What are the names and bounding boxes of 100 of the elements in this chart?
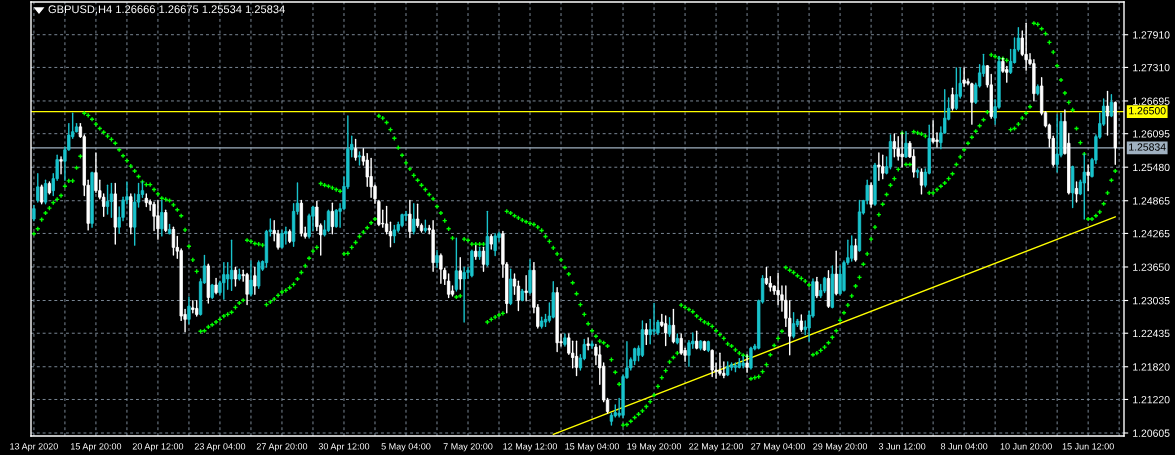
candlestick	[404, 210, 408, 222]
y-tick-label: 1.26095	[1133, 130, 1170, 138]
x-tick-label: 19 May 20:00	[627, 443, 682, 452]
y-tick-label: 1.22435	[1133, 329, 1170, 338]
candlestick	[1105, 90, 1110, 136]
x-tick-label: 20 Apr 12:00	[132, 443, 184, 452]
candlestick	[40, 184, 44, 205]
ref-line-label: 1.26500	[1129, 107, 1166, 115]
x-tick-label: 15 Jun 12:00	[1062, 443, 1114, 450]
candlestick	[791, 312, 796, 339]
candlestick	[446, 273, 451, 299]
candlestick	[904, 131, 908, 159]
candlestick	[229, 239, 234, 292]
y-tick-label: 1.27910	[1133, 31, 1170, 39]
candlestick	[931, 120, 935, 144]
candlestick	[574, 340, 579, 377]
candlestick	[919, 168, 924, 195]
x-tick-label: 22 May 12:00	[689, 443, 744, 452]
candlestick	[109, 182, 114, 219]
candlestick	[353, 138, 358, 161]
y-tick-label: 1.27310	[1133, 63, 1170, 72]
candlestick	[834, 250, 838, 296]
candlestick	[1024, 22, 1028, 71]
x-tick-label: 10 Jun 20:00	[1000, 443, 1052, 450]
y-tick-label: 1.23035	[1133, 297, 1170, 305]
candlestick	[102, 193, 106, 217]
chart-title: GBPUSD,H4 1.26666 1.26675 1.25534 1.25834	[48, 5, 285, 15]
candlestick	[36, 173, 40, 203]
candlestick	[652, 302, 656, 336]
candlestick	[710, 349, 714, 378]
candlestick	[954, 67, 959, 111]
candlestick	[749, 346, 753, 370]
candlestick	[667, 316, 672, 337]
candlestick	[970, 82, 974, 125]
y-tick-label: 1.21220	[1133, 395, 1170, 404]
candlestick	[249, 260, 253, 297]
candlestick	[877, 152, 881, 181]
candlestick	[412, 203, 416, 235]
candlestick	[284, 226, 288, 245]
candlestick	[326, 209, 331, 233]
candlestick	[187, 296, 191, 325]
x-tick-label: 12 May 12:00	[503, 443, 558, 452]
x-tick-label: 27 Apr 20:00	[256, 443, 308, 452]
candlestick	[524, 275, 528, 302]
y-tick-label: 1.20605	[1133, 429, 1170, 437]
candlestick	[850, 235, 854, 262]
candlestick	[408, 199, 412, 239]
candlestick	[257, 260, 261, 289]
x-tick-label: 30 Apr 12:00	[318, 443, 370, 452]
candlestick	[892, 133, 897, 158]
x-tick-label: 3 Jun 12:00	[878, 443, 926, 450]
candlestick	[191, 300, 195, 314]
candlestick	[1074, 181, 1079, 203]
candlestick	[233, 266, 238, 287]
candlestick	[1086, 164, 1090, 192]
y-tick-label: 1.25480	[1133, 163, 1170, 172]
x-tick-label: 7 May 20:00	[443, 443, 493, 452]
candlestick	[664, 315, 668, 347]
x-tick-label: 15 May 04:00	[565, 443, 620, 452]
candlestick	[59, 156, 63, 175]
y-tick-label: 1.21820	[1133, 363, 1170, 371]
candlestick	[1109, 93, 1114, 118]
y-tick-label: 1.23650	[1133, 263, 1170, 271]
x-tick-label: 8 Jun 04:00	[940, 443, 988, 450]
candlestick	[222, 261, 226, 300]
candlestick	[950, 87, 955, 111]
candlestick	[1055, 114, 1059, 173]
candlestick	[458, 257, 462, 291]
x-tick-label: 13 Apr 2020	[10, 443, 58, 452]
x-tick-label: 23 Apr 04:00	[194, 443, 246, 452]
y-tick-label: 1.24265	[1133, 229, 1170, 238]
candlestick	[388, 221, 393, 248]
candlestick	[226, 261, 230, 291]
candlestick	[881, 154, 885, 180]
candlestick	[171, 226, 176, 256]
candlestick	[853, 238, 858, 262]
x-tick-label: 5 May 04:00	[381, 443, 431, 452]
candlestick	[481, 246, 486, 273]
candlestick	[815, 276, 819, 299]
candlestick	[253, 266, 257, 295]
x-tick-label: 27 May 04:00	[751, 443, 806, 452]
candlestick	[869, 182, 873, 208]
candlestick	[160, 199, 164, 237]
candlestick	[493, 233, 497, 257]
candlestick	[644, 322, 648, 346]
candlestick	[105, 184, 110, 215]
candlestick	[586, 337, 590, 351]
candlestick	[528, 259, 532, 295]
x-tick-label: 29 May 20:00	[813, 443, 868, 452]
candlestick	[164, 209, 168, 233]
candlestick	[156, 199, 160, 240]
candlestick	[43, 179, 48, 205]
y-tick-label: 1.26695	[1133, 97, 1170, 105]
candlestick	[439, 253, 443, 285]
y-tick-label: 1.24865	[1133, 197, 1170, 205]
candlestick	[462, 266, 466, 323]
ref-line-label: 1.25834	[1129, 143, 1166, 151]
candlestick	[962, 67, 966, 88]
candlestick	[245, 272, 249, 306]
x-tick-label: 15 Apr 20:00	[71, 443, 122, 452]
